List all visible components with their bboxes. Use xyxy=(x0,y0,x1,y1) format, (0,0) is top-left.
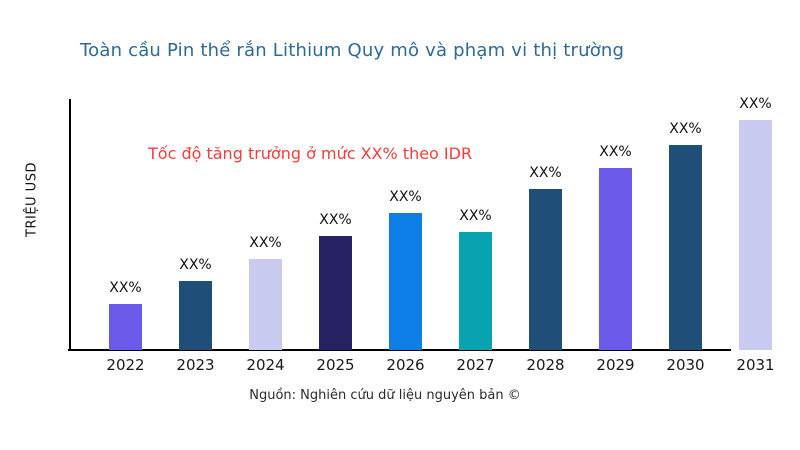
bar-value-label-2023: XX% xyxy=(179,257,212,273)
x-tick-label-2025: 2025 xyxy=(316,356,355,374)
bar-2031 xyxy=(739,120,772,350)
x-tick-label-2027: 2027 xyxy=(456,356,495,374)
bar-value-label-2022: XX% xyxy=(109,280,142,296)
x-tick-label-2028: 2028 xyxy=(526,356,565,374)
bar-value-label-2026: XX% xyxy=(389,189,422,205)
x-tick-label-2022: 2022 xyxy=(106,356,145,374)
x-tick-label-2029: 2029 xyxy=(596,356,635,374)
x-tick-label-2023: 2023 xyxy=(176,356,215,374)
bar-2026 xyxy=(389,213,422,350)
x-axis-line xyxy=(68,349,731,351)
y-axis-label: TRIỆU USD xyxy=(24,162,40,237)
bar-2029 xyxy=(599,168,632,350)
bar-value-label-2031: XX% xyxy=(739,96,772,112)
bar-2028 xyxy=(529,189,562,350)
growth-rate-annotation: Tốc độ tăng trưởng ở mức XX% theo IDR xyxy=(148,144,473,163)
bar-value-label-2027: XX% xyxy=(459,208,492,224)
bar-value-label-2025: XX% xyxy=(319,212,352,228)
bar-2027 xyxy=(459,232,492,350)
bar-value-label-2028: XX% xyxy=(529,165,562,181)
x-tick-label-2030: 2030 xyxy=(666,356,705,374)
bar-value-label-2029: XX% xyxy=(599,144,632,160)
bar-value-label-2030: XX% xyxy=(669,121,702,137)
bar-2024 xyxy=(249,259,282,350)
bar-2030 xyxy=(669,145,702,350)
y-axis-line xyxy=(69,99,71,351)
bar-2023 xyxy=(179,281,212,350)
x-tick-label-2026: 2026 xyxy=(386,356,425,374)
bar-value-label-2024: XX% xyxy=(249,235,282,251)
chart-title: Toàn cầu Pin thể rắn Lithium Quy mô và p… xyxy=(80,40,625,61)
source-note: Nguồn: Nghiên cứu dữ liệu nguyên bản © xyxy=(249,388,521,403)
bar-2025 xyxy=(319,236,352,350)
x-tick-label-2024: 2024 xyxy=(246,356,285,374)
x-tick-label-2031: 2031 xyxy=(736,356,775,374)
bar-2022 xyxy=(109,304,142,350)
